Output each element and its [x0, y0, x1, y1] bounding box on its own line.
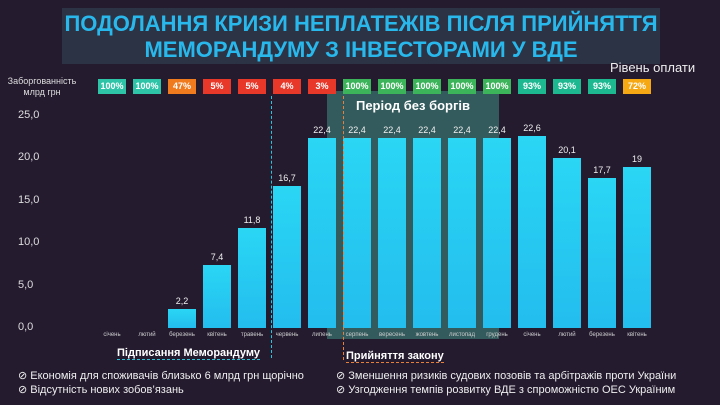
bar-value-label: 22,4: [383, 125, 401, 136]
payment-level-badge: 100%: [483, 79, 511, 94]
x-tick-label: лютий: [558, 332, 576, 338]
note-3: ⊘ Зменшення ризиків судових позовів та а…: [336, 370, 677, 382]
bar: [518, 136, 546, 328]
bar: [483, 138, 511, 328]
bar: [203, 265, 231, 328]
payment-level-badge: 72%: [623, 79, 651, 94]
bar-value-label: 22,4: [453, 125, 471, 136]
bar-value-label: 22,4: [418, 125, 436, 136]
law-label: Прийняття закону: [346, 350, 444, 363]
payment-level-badge: 100%: [378, 79, 406, 94]
bar-value-label: 19: [631, 153, 642, 164]
bar: [168, 309, 196, 328]
x-tick-label: червень: [275, 332, 299, 338]
bar-value-label: 11,8: [243, 214, 261, 225]
x-tick-label: липень: [312, 332, 332, 338]
note-1: ⊘ Економія для споживачів близько 6 млрд…: [18, 370, 304, 382]
x-tick-label: грудень: [486, 332, 508, 338]
note-1-text: Економія для споживачів близько 6 млрд г…: [30, 370, 304, 382]
law-marker-line: [343, 96, 344, 360]
debt-label: Заборгованність млрд грн: [4, 76, 80, 98]
x-tick-label: травень: [240, 332, 264, 338]
payment-level-badge: 5%: [203, 79, 231, 94]
bar: [623, 166, 651, 328]
x-tick-label: серпень: [345, 332, 369, 338]
payment-level-badge: 100%: [413, 79, 441, 94]
bar: [588, 177, 616, 328]
bar-value-label: 16,7: [278, 173, 296, 184]
payment-level-badge: 100%: [343, 79, 371, 94]
note-4: ⊘ Узгодження темпів розвитку ВДЕ з спром…: [336, 384, 676, 396]
bar-value-label: 22,4: [488, 125, 506, 136]
x-tick-label: січень: [103, 332, 121, 338]
note-2: ⊘ Відсутність нових зобов’язань: [18, 384, 184, 396]
x-tick-label: березень: [169, 332, 195, 338]
payment-level-badge: 100%: [98, 79, 126, 94]
y-tick-label: 25,0: [18, 109, 40, 121]
bar: [378, 138, 406, 328]
y-tick-label: 10,0: [18, 236, 40, 249]
x-tick-label: березень: [589, 332, 615, 338]
payment-level-badge: 4%: [273, 79, 301, 94]
bar-value-label: 2,2: [175, 296, 189, 307]
period-label: Період без боргів: [355, 98, 471, 113]
title-line-2: МЕМОРАНДУМУ З ІНВЕСТОРАМИ У ВДЕ: [144, 37, 578, 62]
payment-level-badge: 47%: [168, 79, 196, 94]
bar-value-label: 22,6: [523, 123, 541, 134]
x-tick-label: лютий: [138, 332, 156, 338]
payment-level-badge: 5%: [238, 79, 266, 94]
payment-level-badge: 100%: [133, 79, 161, 94]
bar: [343, 138, 371, 328]
bar-value-label: 22,4: [313, 125, 331, 136]
bar-value-label: 22,4: [348, 125, 366, 136]
bar: [448, 138, 476, 328]
bar: [553, 157, 581, 328]
bar: [238, 227, 266, 328]
bar-value-label: 20,1: [558, 144, 576, 155]
title-line-1: ПОДОЛАННЯ КРИЗИ НЕПЛАТЕЖІВ ПІСЛЯ ПРИЙНЯТ…: [64, 11, 658, 36]
x-tick-label: квітень: [207, 332, 227, 338]
note-4-text: Узгодження темпів розвитку ВДЕ з спромож…: [348, 384, 676, 396]
x-tick-label: жовтень: [415, 332, 439, 338]
bar: [308, 138, 336, 328]
chart-title: ПОДОЛАННЯ КРИЗИ НЕПЛАТЕЖІВ ПІСЛЯ ПРИЙНЯТ…: [62, 8, 660, 64]
x-tick-label: квітень: [627, 332, 647, 338]
note-2-text: Відсутність нових зобов’язань: [30, 384, 184, 396]
memo-label: Підписання Меморандуму: [117, 347, 261, 360]
memo-marker-line: [271, 96, 272, 358]
bar-value-label: 17,7: [593, 164, 611, 175]
y-tick-label: 0,0: [18, 321, 34, 333]
payment-level-badge: 100%: [448, 79, 476, 94]
bar: [273, 186, 301, 328]
y-tick-label: 5,0: [18, 278, 34, 291]
payment-level-badge: 93%: [553, 79, 581, 94]
y-tick-label: 15,0: [18, 193, 40, 206]
payment-level-badge: 3%: [308, 79, 336, 94]
y-tick-label: 20,0: [18, 151, 40, 164]
payment-level-label: Рівень оплати: [610, 60, 696, 75]
debt-label-line-1: Заборгованність: [7, 76, 77, 86]
x-tick-label: вересень: [379, 332, 405, 338]
x-tick-label: січень: [523, 332, 541, 338]
note-3-text: Зменшення ризиків судових позовів та арб…: [348, 370, 677, 382]
bar: [413, 138, 441, 328]
payment-level-badge: 93%: [518, 79, 546, 94]
payment-level-badge: 93%: [588, 79, 616, 94]
x-tick-label: листопад: [449, 332, 475, 338]
bar-value-label: 7,4: [210, 252, 224, 263]
debt-label-line-2: млрд грн: [23, 87, 61, 97]
